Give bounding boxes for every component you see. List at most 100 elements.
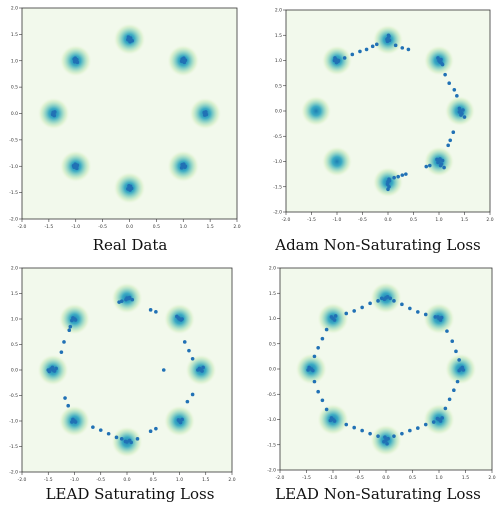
- y-tick-label: -0.5: [9, 137, 18, 143]
- data-point: [385, 294, 390, 299]
- y-tick-label: -0.5: [267, 392, 276, 398]
- x-tick-label: -2.0: [276, 475, 285, 481]
- data-point: [423, 422, 428, 427]
- x-tick-label: 0.5: [150, 477, 157, 483]
- data-point: [408, 428, 412, 433]
- data-point: [75, 166, 79, 171]
- y-tick-label: -2.0: [267, 468, 276, 474]
- data-point: [130, 297, 135, 302]
- y-tick-label: -1.5: [273, 184, 282, 190]
- data-point: [154, 310, 158, 314]
- caption-lead-non-saturating: LEAD Non-Saturating Loss: [275, 485, 481, 503]
- data-point: [161, 368, 166, 372]
- data-point: [68, 324, 73, 329]
- data-point: [406, 47, 411, 52]
- x-tick-label: 1.5: [207, 224, 214, 230]
- data-point: [200, 369, 204, 373]
- data-point: [428, 163, 432, 168]
- data-point: [462, 115, 467, 119]
- y-tick-label: 0.0: [275, 109, 282, 115]
- x-tick-label: 2.0: [488, 475, 495, 481]
- x-tick-label: -0.5: [358, 217, 367, 223]
- data-point: [368, 301, 372, 306]
- data-point: [180, 417, 184, 422]
- x-tick-label: 2.0: [486, 217, 493, 223]
- y-tick-label: 1.0: [269, 316, 276, 322]
- data-point: [457, 358, 461, 362]
- data-point: [179, 59, 184, 64]
- data-point: [70, 420, 74, 424]
- data-point: [316, 345, 320, 350]
- data-point: [190, 356, 195, 361]
- x-tick-label: 1.5: [462, 475, 469, 481]
- data-point: [73, 56, 78, 60]
- data-point: [71, 163, 76, 168]
- data-point: [374, 42, 379, 47]
- data-point: [135, 437, 140, 441]
- y-tick-label: 1.0: [275, 58, 282, 64]
- data-point: [370, 44, 375, 49]
- data-point: [59, 350, 64, 354]
- data-point: [50, 365, 55, 370]
- data-point: [91, 425, 95, 429]
- data-point: [180, 317, 184, 321]
- y-tick-label: 2.0: [269, 266, 276, 272]
- y-tick-label: 0.5: [275, 83, 282, 89]
- y-tick-label: -1.0: [9, 419, 18, 425]
- data-point: [123, 439, 128, 444]
- data-point: [439, 315, 444, 320]
- y-tick-label: 1.0: [11, 58, 18, 64]
- data-point: [312, 354, 317, 359]
- x-tick-label: -0.5: [96, 477, 105, 483]
- data-point: [451, 130, 456, 135]
- data-point: [438, 419, 443, 423]
- x-tick-label: 1.0: [180, 224, 187, 230]
- data-point: [127, 295, 132, 300]
- y-tick-label: -1.5: [9, 190, 18, 196]
- data-point: [457, 368, 461, 373]
- x-tick-label: -1.0: [71, 224, 80, 230]
- x-tick-label: 0.5: [153, 224, 160, 230]
- data-point: [400, 302, 404, 307]
- data-point: [385, 39, 390, 44]
- data-point: [443, 72, 447, 77]
- x-tick-label: -0.5: [98, 224, 107, 230]
- data-point: [436, 315, 440, 319]
- y-tick-label: 2.0: [11, 6, 18, 12]
- data-point: [436, 160, 440, 165]
- data-point: [204, 110, 208, 114]
- data-point: [47, 369, 52, 374]
- x-tick-label: 1.5: [461, 217, 468, 223]
- data-point: [178, 420, 183, 425]
- data-point: [448, 138, 453, 143]
- data-point: [387, 178, 392, 183]
- x-tick-label: 2.0: [228, 477, 235, 483]
- data-point: [459, 113, 463, 117]
- data-point: [320, 398, 325, 403]
- data-point: [106, 431, 111, 436]
- data-point: [461, 108, 465, 112]
- x-tick-label: -1.0: [70, 477, 79, 483]
- data-point: [376, 434, 380, 438]
- data-point: [148, 429, 153, 433]
- data-point: [350, 52, 355, 57]
- x-tick-label: 1.0: [435, 217, 442, 223]
- data-point: [386, 187, 390, 192]
- data-point: [400, 173, 405, 177]
- x-tick-label: -2.0: [18, 477, 27, 483]
- data-point: [438, 163, 443, 168]
- data-point: [352, 425, 356, 430]
- data-point: [181, 56, 186, 60]
- y-tick-label: -1.0: [267, 417, 276, 423]
- y-tick-label: -1.0: [273, 159, 282, 165]
- data-point: [344, 311, 349, 316]
- data-point: [312, 379, 317, 384]
- data-point: [452, 388, 456, 393]
- x-tick-label: -1.0: [329, 475, 338, 481]
- data-point: [333, 314, 338, 318]
- x-tick-label: 1.0: [435, 475, 442, 481]
- caption-adam-non-saturating: Adam Non-Saturating Loss: [275, 236, 481, 254]
- y-tick-label: 0.0: [11, 368, 18, 374]
- data-point: [450, 339, 455, 344]
- y-tick-label: 0.5: [11, 342, 18, 348]
